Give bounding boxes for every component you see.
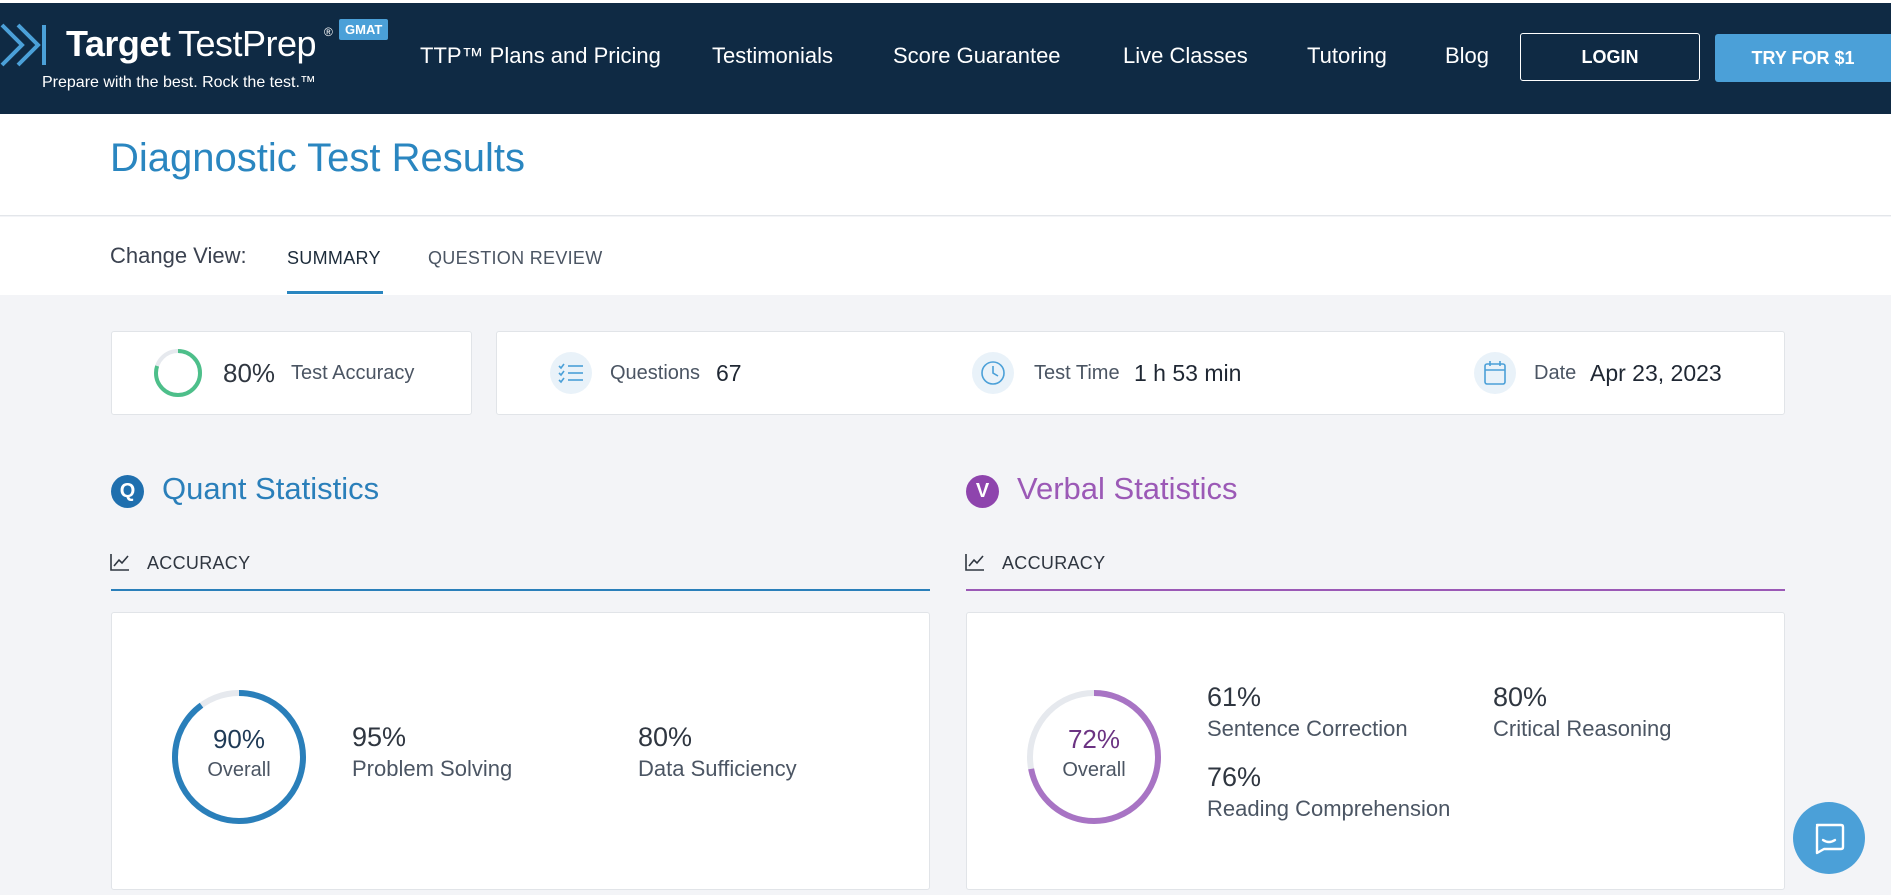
checklist-icon — [550, 352, 592, 394]
change-view-label: Change View: — [110, 243, 247, 268]
site-header: Target TestPrep ® GMAT Prepare with the … — [0, 0, 1891, 114]
nav-score-guarantee[interactable]: Score Guarantee — [893, 43, 1061, 68]
quant-overall-ring — [172, 690, 306, 824]
title-band: Diagnostic Test Results — [0, 114, 1891, 216]
test-accuracy-card: 80% Test Accuracy — [111, 331, 472, 415]
nav-tutoring[interactable]: Tutoring — [1307, 43, 1387, 68]
logo-registered-mark: ® — [324, 25, 333, 39]
problem-solving-label: Problem Solving — [352, 756, 513, 781]
data-sufficiency-label: Data Sufficiency — [638, 756, 797, 781]
verbal-accuracy-label: ACCURACY — [1002, 553, 1106, 573]
sentence-correction-value: 61% — [1207, 682, 1262, 712]
chat-icon — [1815, 823, 1845, 855]
tab-summary[interactable]: SUMMARY — [287, 248, 381, 268]
verbal-overall-ring — [1027, 690, 1161, 824]
gmat-badge: GMAT — [339, 19, 389, 40]
logo-word-testprep: TestPrep — [178, 23, 317, 64]
accuracy-ring — [154, 349, 202, 397]
critical-reasoning-value: 80% — [1493, 682, 1548, 712]
calendar-icon — [1474, 352, 1516, 394]
login-button[interactable]: LOGIN — [1520, 33, 1700, 81]
verbal-overall-label: Overall — [1062, 759, 1126, 781]
page-title: Diagnostic Test Results — [110, 136, 525, 180]
active-tab-indicator — [287, 291, 383, 294]
nav-plans-pricing[interactable]: TTP™ Plans and Pricing — [420, 43, 661, 68]
try-for-1-button[interactable]: TRY FOR $1 — [1715, 34, 1891, 82]
verbal-title: Verbal Statistics — [1017, 471, 1238, 506]
quant-divider — [111, 589, 930, 591]
logo[interactable]: Target TestPrep ® GMAT Prepare with the … — [0, 19, 400, 103]
logo-word-target: Target — [66, 23, 171, 64]
quant-overall-label: Overall — [207, 759, 271, 781]
questions-value: 67 — [716, 360, 742, 386]
verbal-divider — [966, 589, 1785, 591]
quant-title: Quant Statistics — [162, 471, 380, 506]
trend-chart-icon — [110, 554, 129, 571]
reading-comprehension-label: Reading Comprehension — [1207, 796, 1451, 821]
view-switcher: Change View: SUMMARY QUESTION REVIEW — [0, 217, 1891, 295]
trend-chart-icon — [965, 554, 984, 571]
date-label: Date — [1534, 362, 1577, 384]
verbal-overall-value: 72% — [1067, 724, 1121, 754]
logo-chevrons-icon — [0, 23, 46, 67]
reading-comprehension-value: 76% — [1207, 762, 1262, 792]
problem-solving-value: 95% — [352, 722, 407, 752]
quant-stats-card: 90% Overall 95% Problem Solving 80% Data… — [111, 612, 930, 890]
nav-live-classes[interactable]: Live Classes — [1123, 43, 1248, 68]
test-time-value: 1 h 53 min — [1134, 360, 1242, 386]
test-accuracy-value: 80% — [223, 358, 276, 388]
verbal-badge: V — [966, 475, 999, 508]
nav-blog[interactable]: Blog — [1445, 43, 1490, 68]
chat-button[interactable] — [1793, 802, 1865, 874]
tab-question-review[interactable]: QUESTION REVIEW — [428, 248, 603, 268]
questions-label: Questions — [610, 362, 701, 384]
quant-badge: Q — [111, 475, 144, 508]
date-value: Apr 23, 2023 — [1590, 360, 1722, 386]
test-accuracy-label: Test Accuracy — [291, 362, 415, 384]
critical-reasoning-label: Critical Reasoning — [1493, 716, 1672, 741]
verbal-stats-card: 72% Overall 61% Sentence Correction 80% … — [966, 612, 1785, 890]
data-sufficiency-value: 80% — [638, 722, 693, 752]
test-info-card: Questions 67 Test Time 1 h 53 min Date A… — [496, 331, 1785, 415]
clock-icon — [972, 352, 1014, 394]
test-time-label: Test Time — [1034, 362, 1120, 384]
logo-tagline: Prepare with the best. Rock the test.™ — [42, 74, 316, 91]
sentence-correction-label: Sentence Correction — [1207, 716, 1408, 741]
nav-testimonials[interactable]: Testimonials — [712, 43, 834, 68]
quant-accuracy-label: ACCURACY — [147, 553, 251, 573]
quant-overall-value: 90% — [212, 724, 266, 754]
